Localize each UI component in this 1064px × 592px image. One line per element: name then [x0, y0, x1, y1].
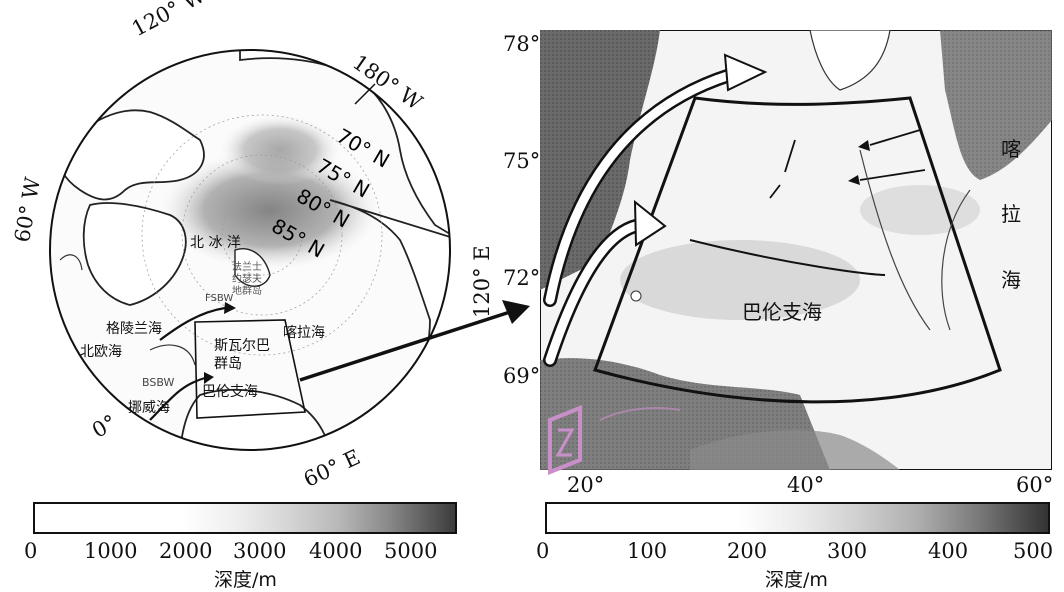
- cbar-left-tick-3000: 3000: [233, 539, 287, 563]
- lon-tick-20: 20°: [567, 473, 605, 497]
- inner-current: [689, 239, 886, 276]
- lat-tick-75: 75°: [503, 149, 541, 173]
- lon-tick-40: 40°: [787, 473, 825, 497]
- novaya-zemlya: [940, 30, 1052, 180]
- lat-tick-78: 78°: [503, 32, 541, 56]
- study-sector: [593, 96, 1002, 404]
- label-norwegian-sea-north: 北欧海: [80, 344, 122, 360]
- deep-basin: [160, 150, 380, 270]
- cbar-right-label: 深度/m: [765, 569, 828, 591]
- cbar-left-tick-2000: 2000: [159, 539, 213, 563]
- cbar-right-tick-0: 0: [536, 539, 550, 563]
- depth-colorbar-left: [33, 502, 457, 534]
- label-bsbw: BSBW: [142, 376, 175, 389]
- connector-arrow: [299, 300, 530, 382]
- cbar-right-tick-400: 400: [928, 539, 969, 563]
- cbar-right-tick-500: 500: [1013, 539, 1054, 563]
- label-arctic-ocean: 北 冰 洋: [190, 235, 241, 251]
- bsbw-arrow: [149, 376, 206, 421]
- label-norwegian-sea: 挪威海: [128, 400, 170, 416]
- greenland: [82, 202, 187, 306]
- canadian-archipelago: [57, 109, 205, 201]
- depth-colorbar-right: [545, 502, 1050, 534]
- label-kara-sea: 喀拉海: [283, 325, 325, 341]
- label-greenland-sea: 格陵兰海: [106, 321, 162, 337]
- cbar-right-tick-200: 200: [727, 539, 768, 563]
- label-kara-sea-2: 拉: [1001, 202, 1021, 226]
- label-barents-sea-detail: 巴伦支海: [742, 300, 822, 324]
- fsbw-arrow: [159, 306, 226, 341]
- cbar-left-tick-0: 0: [24, 539, 38, 563]
- cbar-left-tick-4000: 4000: [309, 539, 363, 563]
- barents-detail-map: [540, 30, 1052, 470]
- label-barents-sea: 巴伦支海: [202, 384, 258, 400]
- cbar-left-tick-5000: 5000: [384, 539, 438, 563]
- lat-tick-72: 72°: [503, 266, 541, 290]
- scandinavia: [179, 388, 331, 450]
- cbar-left-label: 深度/m: [214, 569, 277, 591]
- label-kara-sea-3: 海: [1001, 268, 1021, 292]
- label-franz-josef: 法兰士约瑟夫地群岛: [232, 262, 262, 297]
- barents-box: [194, 319, 306, 419]
- lon-tick-60: 60°: [1016, 473, 1054, 497]
- polar-map: 70° N 75° N 80° N 85° N: [49, 49, 451, 451]
- lat-tick-69: 69°: [503, 364, 541, 388]
- label-kara-sea-1: 喀: [1001, 137, 1021, 161]
- kola-land: [690, 430, 900, 470]
- label-svalbard: 斯瓦尔巴群岛: [214, 338, 270, 372]
- label-fsbw: FSBW: [205, 293, 234, 304]
- cbar-left-tick-1000: 1000: [84, 539, 138, 563]
- cbar-right-tick-300: 300: [827, 539, 868, 563]
- cbar-right-tick-100: 100: [627, 539, 668, 563]
- watermark-logo: [548, 405, 681, 475]
